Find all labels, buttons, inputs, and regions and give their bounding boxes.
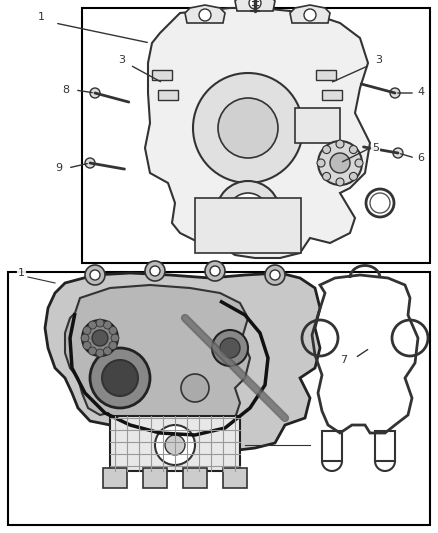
Polygon shape (235, 0, 275, 11)
Text: 3: 3 (375, 55, 382, 65)
Text: 1: 1 (18, 268, 25, 278)
Circle shape (90, 270, 100, 280)
Circle shape (85, 158, 95, 168)
Circle shape (83, 327, 91, 335)
Text: 6: 6 (417, 153, 424, 163)
Bar (195, 198, 301, 253)
Polygon shape (290, 5, 330, 23)
Circle shape (88, 347, 96, 355)
Circle shape (102, 360, 138, 396)
Bar (152, 70, 172, 80)
Circle shape (90, 348, 150, 408)
Bar (322, 90, 342, 100)
Circle shape (322, 173, 331, 181)
Circle shape (270, 270, 280, 280)
Circle shape (88, 321, 96, 329)
Text: 9: 9 (55, 163, 62, 173)
Circle shape (193, 73, 303, 183)
Circle shape (82, 320, 118, 356)
Circle shape (145, 261, 165, 281)
Circle shape (212, 330, 248, 366)
Circle shape (150, 266, 160, 276)
Bar (316, 70, 336, 80)
Circle shape (165, 435, 185, 455)
Circle shape (85, 265, 105, 285)
Circle shape (109, 327, 117, 335)
Circle shape (393, 148, 403, 158)
Circle shape (218, 98, 278, 158)
Bar (158, 90, 178, 100)
Bar (223, 468, 247, 488)
Circle shape (81, 334, 89, 342)
Circle shape (304, 9, 316, 21)
Circle shape (322, 146, 331, 154)
Bar (103, 468, 127, 488)
Polygon shape (145, 8, 370, 258)
Circle shape (265, 265, 285, 285)
Circle shape (181, 374, 209, 402)
Circle shape (103, 347, 112, 355)
Text: 5: 5 (372, 143, 379, 153)
Circle shape (109, 342, 117, 350)
Circle shape (390, 88, 400, 98)
Text: 1: 1 (38, 12, 45, 22)
Bar (82, 8, 430, 263)
Circle shape (199, 9, 211, 21)
Circle shape (220, 338, 240, 358)
Bar (322, 431, 342, 461)
Circle shape (318, 141, 362, 185)
Circle shape (330, 153, 350, 173)
Polygon shape (65, 285, 250, 442)
Text: 4: 4 (417, 87, 424, 97)
Circle shape (249, 0, 261, 9)
Text: 8: 8 (62, 85, 69, 95)
Bar (183, 468, 207, 488)
Bar (143, 468, 167, 488)
Circle shape (111, 334, 119, 342)
Text: 3: 3 (118, 55, 125, 65)
Circle shape (216, 181, 280, 245)
Circle shape (90, 88, 100, 98)
Circle shape (336, 178, 344, 186)
Circle shape (210, 266, 220, 276)
Bar (8, 272, 430, 525)
Circle shape (317, 159, 325, 167)
Bar (110, 416, 240, 471)
Circle shape (350, 173, 357, 181)
Bar (295, 108, 340, 143)
Circle shape (83, 342, 91, 350)
Bar (375, 431, 395, 461)
Circle shape (96, 349, 104, 357)
Circle shape (350, 146, 357, 154)
Circle shape (96, 319, 104, 327)
Polygon shape (185, 5, 225, 23)
Circle shape (205, 261, 225, 281)
Circle shape (355, 159, 363, 167)
Circle shape (92, 330, 108, 346)
Polygon shape (45, 273, 320, 451)
Text: 7: 7 (340, 355, 347, 365)
Circle shape (228, 193, 268, 233)
Circle shape (155, 425, 195, 465)
Circle shape (103, 321, 112, 329)
Circle shape (336, 140, 344, 148)
